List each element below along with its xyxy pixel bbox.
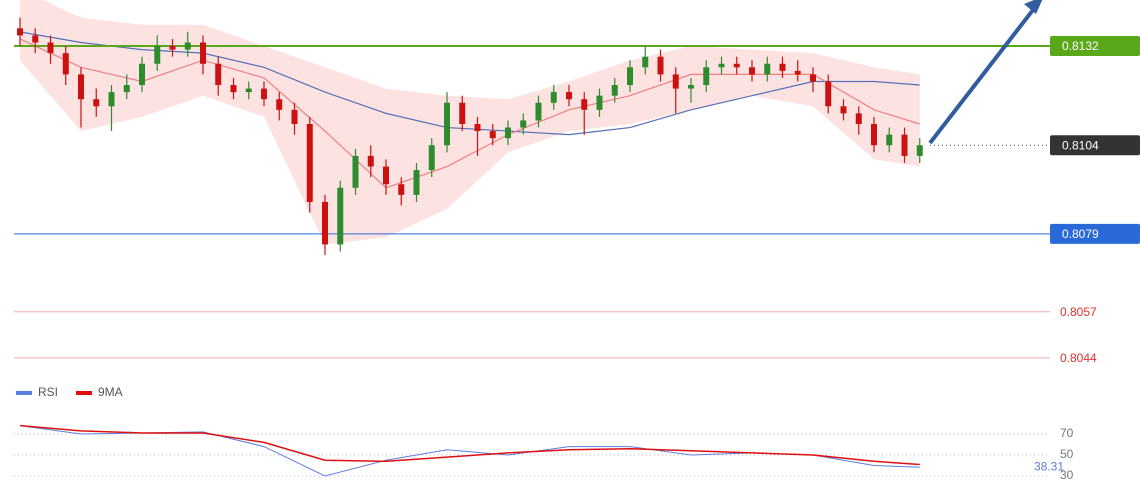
candle-body — [825, 81, 832, 107]
candle-body — [93, 99, 100, 107]
bollinger-band — [20, 0, 920, 245]
candle-body — [17, 28, 23, 36]
candle-body — [230, 85, 237, 93]
candle-body — [688, 85, 694, 89]
candle-body — [154, 46, 161, 64]
candle-body — [108, 92, 115, 107]
candle-body — [413, 170, 420, 195]
candle-body — [764, 63, 771, 75]
candle-body — [474, 124, 481, 132]
level-label-box — [1050, 223, 1140, 244]
candle-body — [184, 42, 191, 50]
level-label: 0.8057 — [1060, 305, 1097, 319]
rsi-layer: 70 50 30 RSI 9MA 38.31 — [14, 385, 1074, 482]
rsi-value-label: 38.31 — [1034, 459, 1064, 473]
candle-body — [840, 106, 847, 114]
arrow-head — [1024, 0, 1043, 14]
candle-body — [520, 120, 527, 128]
level-label: 0.8044 — [1060, 351, 1097, 365]
candle-body — [215, 63, 222, 86]
candle-body — [123, 85, 130, 93]
candle-body — [139, 63, 145, 86]
legend-label: RSI — [38, 385, 58, 399]
candle-body — [428, 145, 435, 171]
y-tick-label: 70 — [1060, 426, 1074, 440]
level-label-box — [1050, 36, 1140, 57]
candle-body — [886, 134, 893, 146]
candle-body — [383, 166, 389, 185]
candle-body — [642, 56, 649, 68]
candle-body — [855, 113, 862, 124]
level-layer: 0.8132 0.8104 0.8079 0.8057 0.8044 — [14, 36, 1140, 365]
candle-body — [627, 67, 633, 86]
candle-body — [459, 102, 466, 124]
legend-swatch — [76, 391, 92, 395]
candle-body — [611, 85, 618, 96]
candle-body — [581, 99, 588, 110]
candle-body — [62, 53, 69, 75]
candle-body — [398, 184, 405, 195]
candle-body — [322, 201, 328, 245]
candle-body — [276, 99, 283, 110]
candle-body — [901, 134, 908, 156]
candle-body — [749, 67, 755, 75]
candle-body — [352, 155, 359, 188]
candle-body — [550, 92, 557, 103]
candle-body — [810, 74, 816, 82]
candle-body — [794, 70, 801, 75]
level-label-box — [1050, 135, 1140, 156]
candle-body — [672, 74, 679, 89]
candle-body — [306, 124, 313, 202]
candle-body — [779, 63, 786, 71]
candle-body — [78, 74, 84, 100]
candle-body — [871, 124, 877, 146]
legend-swatch — [16, 391, 32, 395]
candle-body — [733, 63, 740, 68]
candle-body — [505, 127, 511, 139]
level-label: 0.8079 — [1062, 227, 1099, 241]
candle-body — [261, 88, 267, 100]
y-tick-label: 50 — [1060, 447, 1074, 461]
candle-body — [47, 42, 54, 54]
level-label: 0.8132 — [1062, 39, 1099, 53]
candle-body — [718, 63, 725, 68]
candle-body — [291, 109, 298, 124]
legend-label: 9MA — [98, 385, 123, 399]
candle-body — [657, 56, 664, 75]
candle-body — [444, 102, 450, 146]
candle-body — [32, 35, 39, 43]
y-tick-label: 30 — [1060, 468, 1074, 482]
candle-body — [566, 92, 572, 100]
candle-body — [489, 131, 496, 139]
candle-body — [596, 95, 603, 110]
candle-body — [367, 155, 374, 167]
forecast-arrow — [928, 4, 1038, 145]
candle-layer — [17, 17, 923, 256]
candle-body — [169, 46, 176, 50]
rsi-line — [19, 424, 920, 466]
level-label: 0.8104 — [1062, 138, 1099, 152]
candle-body — [337, 187, 344, 245]
candle-body — [200, 42, 206, 64]
candle-body — [916, 145, 923, 156]
candle-body — [535, 102, 542, 121]
candle-body — [245, 88, 252, 93]
candle-body — [703, 67, 710, 86]
